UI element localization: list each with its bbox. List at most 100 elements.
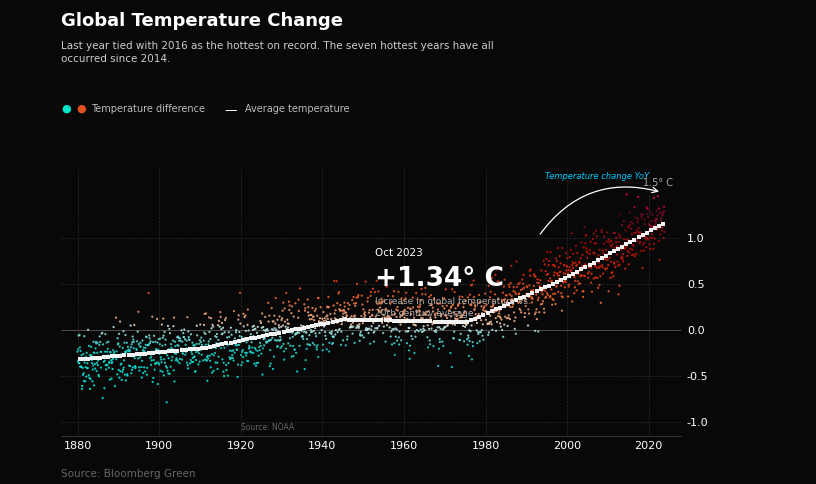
Point: [349, 299, 362, 307]
Point: [300, 345, 313, 353]
Point: [491, 277, 504, 285]
Point: [329, 306, 342, 314]
Point: [125, 341, 138, 348]
Point: [583, 261, 596, 269]
Point: [638, 220, 651, 228]
Point: [212, 353, 225, 361]
Point: [501, 302, 514, 309]
Point: [579, 260, 592, 268]
Point: [597, 240, 610, 248]
Point: [499, 291, 512, 299]
Point: [588, 240, 601, 247]
Point: [513, 305, 526, 313]
Point: [521, 292, 534, 300]
Point: [313, 320, 326, 328]
Point: [450, 281, 463, 288]
Point: [414, 301, 427, 309]
Point: [634, 238, 647, 246]
Point: [542, 282, 555, 289]
Point: [508, 309, 521, 317]
Point: [555, 289, 568, 297]
Text: Oct 2023: Oct 2023: [375, 248, 424, 258]
Point: [274, 344, 287, 352]
Point: [73, 363, 86, 371]
Point: [344, 314, 357, 322]
Point: [407, 317, 420, 324]
Point: [485, 307, 498, 315]
Point: [391, 337, 404, 345]
Point: [511, 283, 524, 291]
Point: [647, 222, 660, 230]
Point: [348, 302, 361, 310]
Point: [197, 329, 211, 336]
Point: [154, 356, 167, 363]
Point: [422, 307, 435, 315]
Point: [578, 272, 591, 280]
Point: [101, 361, 114, 369]
Point: [170, 350, 183, 358]
Point: [164, 348, 177, 355]
Point: [596, 263, 609, 271]
Point: [145, 348, 158, 355]
Point: [118, 371, 131, 378]
Point: [597, 249, 610, 257]
Point: [129, 363, 142, 371]
Point: [649, 222, 662, 229]
Text: Average temperature: Average temperature: [245, 104, 349, 114]
Point: [555, 292, 568, 300]
Point: [305, 315, 318, 323]
Point: [399, 294, 412, 302]
Point: [175, 356, 188, 363]
Point: [552, 244, 565, 252]
Point: [214, 340, 227, 348]
Point: [614, 211, 627, 218]
Point: [261, 327, 274, 334]
Point: [352, 293, 365, 301]
Point: [415, 297, 428, 304]
Point: [494, 323, 508, 331]
Point: [240, 349, 253, 357]
Point: [534, 276, 547, 284]
Point: [532, 279, 545, 287]
Point: [636, 241, 650, 248]
Point: [104, 348, 117, 356]
Point: [504, 296, 517, 303]
Point: [413, 311, 426, 319]
Point: [242, 357, 255, 365]
Point: [499, 295, 512, 303]
Point: [110, 353, 123, 361]
Point: [496, 289, 509, 297]
Point: [440, 318, 453, 326]
Point: [612, 290, 625, 298]
Point: [211, 330, 224, 338]
Point: [585, 288, 598, 296]
Point: [313, 329, 326, 337]
Point: [220, 340, 233, 348]
Point: [545, 277, 558, 285]
Point: [200, 357, 213, 364]
Point: [458, 309, 471, 317]
Point: [83, 374, 96, 381]
Point: [315, 326, 328, 334]
Point: [604, 242, 617, 249]
Point: [458, 337, 471, 345]
Point: [379, 317, 392, 324]
Point: [82, 326, 95, 333]
Point: [438, 323, 451, 331]
Point: [585, 264, 598, 272]
Point: [73, 359, 86, 367]
Point: [483, 318, 496, 326]
Point: [593, 262, 606, 270]
Point: [132, 340, 145, 348]
Point: [348, 312, 361, 319]
Point: [230, 346, 243, 354]
Point: [441, 322, 454, 330]
Point: [481, 320, 494, 328]
Point: [506, 303, 519, 311]
Point: [284, 342, 297, 349]
Point: [281, 327, 294, 335]
Point: [410, 307, 423, 315]
Point: [359, 326, 372, 334]
Point: [519, 302, 532, 310]
Point: [642, 227, 655, 235]
